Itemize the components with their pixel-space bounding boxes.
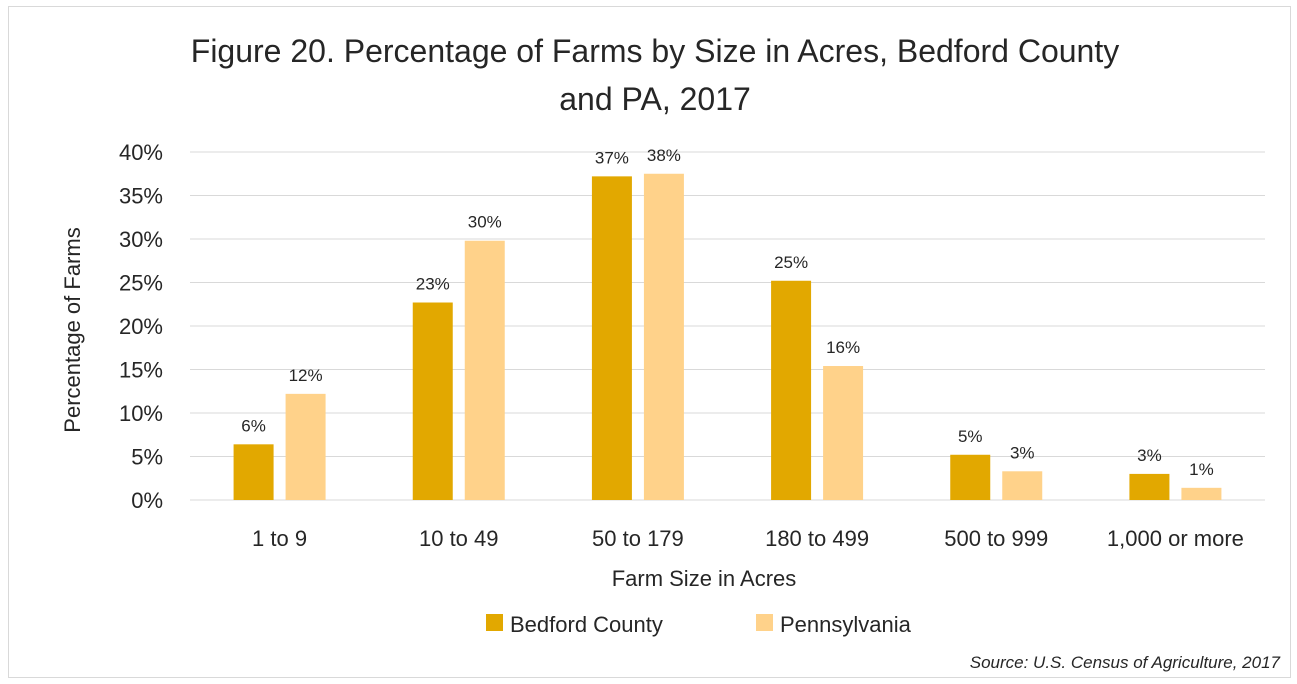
bar-pennsylvania — [1181, 487, 1222, 500]
data-label: 12% — [289, 366, 323, 385]
bar-bedford — [950, 454, 991, 500]
bar-bedford — [1129, 473, 1170, 500]
y-tick-label: 15% — [119, 358, 163, 383]
x-category-label: 1,000 or more — [1107, 526, 1244, 551]
x-category-label: 50 to 179 — [592, 526, 684, 551]
y-tick-label: 40% — [119, 140, 163, 165]
bars — [233, 173, 1222, 501]
y-tick-label: 0% — [131, 488, 163, 513]
legend-label-pennsylvania: Pennsylvania — [780, 612, 912, 637]
bar-pennsylvania — [285, 393, 326, 500]
data-labels: 6% 12% 23% 30% 37% 38% 25% 16% 5% 3% 3% 1% — [241, 146, 1213, 479]
chart-frame — [8, 6, 1291, 678]
legend-label-bedford: Bedford County — [510, 612, 663, 637]
bar-bedford — [233, 444, 274, 500]
data-label: 25% — [774, 253, 808, 272]
x-category-label: 1 to 9 — [252, 526, 307, 551]
y-tick-label: 35% — [119, 184, 163, 209]
bar-bedford — [591, 176, 632, 501]
source-note: Source: U.S. Census of Agriculture, 2017 — [970, 653, 1281, 672]
legend: Bedford County Pennsylvania — [486, 612, 912, 637]
x-category-label: 10 to 49 — [419, 526, 499, 551]
data-label: 37% — [595, 148, 629, 167]
data-label: 3% — [1010, 443, 1035, 462]
gridlines — [190, 151, 1265, 501]
data-label: 30% — [468, 213, 502, 232]
y-tick-label: 5% — [131, 445, 163, 470]
bar-bedford — [771, 280, 812, 500]
chart-title-line-2: and PA, 2017 — [559, 81, 751, 117]
legend-swatch-pennsylvania — [756, 614, 773, 631]
bar-bedford — [412, 302, 453, 500]
data-label: 38% — [647, 146, 681, 165]
chart-title-line-1: Figure 20. Percentage of Farms by Size i… — [191, 33, 1119, 69]
bar-pennsylvania — [643, 173, 684, 500]
bar-pennsylvania — [823, 366, 864, 500]
bar-pennsylvania — [1002, 471, 1043, 500]
y-tick-label: 10% — [119, 401, 163, 426]
y-axis-title: Percentage of Farms — [60, 227, 85, 432]
y-tick-label: 25% — [119, 271, 163, 296]
x-category-label: 500 to 999 — [944, 526, 1048, 551]
data-label: 5% — [958, 427, 983, 446]
data-label: 3% — [1137, 446, 1162, 465]
x-category-label: 180 to 499 — [765, 526, 869, 551]
data-label: 6% — [241, 416, 266, 435]
y-axis-ticks: 0% 5% 10% 15% 20% 25% 30% 35% 40% — [119, 140, 163, 513]
data-label: 1% — [1189, 460, 1214, 479]
y-tick-label: 30% — [119, 227, 163, 252]
data-label: 16% — [826, 338, 860, 357]
legend-swatch-bedford — [486, 614, 503, 631]
bar-pennsylvania — [464, 240, 505, 501]
y-tick-label: 20% — [119, 314, 163, 339]
x-axis-title: Farm Size in Acres — [612, 566, 797, 591]
data-label: 23% — [416, 275, 450, 294]
x-axis-categories: 1 to 9 10 to 49 50 to 179 180 to 499 500 to … — [252, 526, 1244, 551]
